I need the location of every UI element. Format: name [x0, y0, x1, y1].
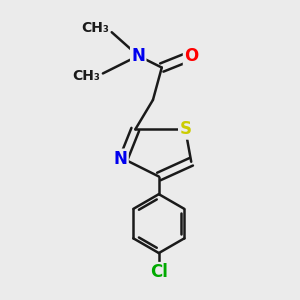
Text: N: N — [114, 150, 128, 168]
Text: N: N — [131, 47, 145, 65]
Text: S: S — [179, 120, 191, 138]
Text: Cl: Cl — [150, 263, 168, 281]
Text: O: O — [184, 47, 198, 65]
Text: CH₃: CH₃ — [72, 69, 100, 83]
Text: CH₃: CH₃ — [81, 21, 109, 35]
